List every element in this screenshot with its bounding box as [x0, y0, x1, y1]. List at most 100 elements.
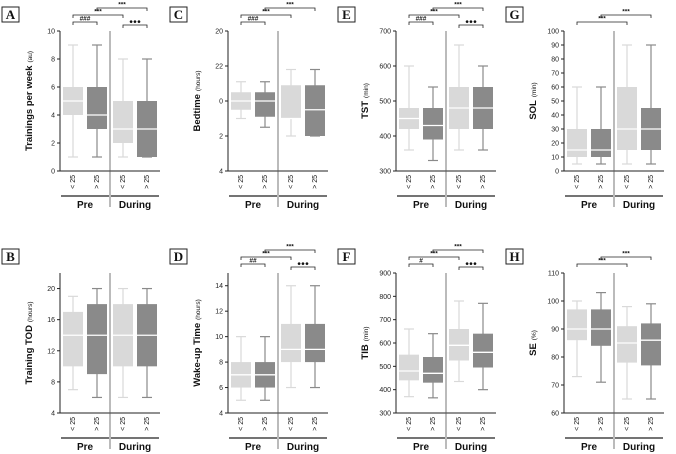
significance-label: *** [454, 2, 462, 9]
box-during-over-25 [641, 44, 661, 165]
bracket-line [72, 14, 124, 18]
box-during-under-25 [113, 287, 133, 399]
box-iqr [305, 323, 325, 363]
y-tick-label: 4 [51, 411, 55, 418]
y-axis-title: SOL [528, 100, 539, 120]
box-pre-under-25 [63, 295, 83, 391]
group-label-pre: Pre [413, 442, 430, 453]
y-axis-unit: (%) [531, 330, 538, 340]
box-iqr [473, 333, 493, 368]
significance-bracket: *** [96, 2, 148, 11]
x-category-label: < 25 [574, 417, 581, 431]
y-tick-label: 700 [379, 29, 391, 36]
panel-letter-box [337, 6, 356, 23]
significance-label: *** [622, 9, 630, 16]
y-tick-label: 80 [551, 355, 559, 362]
panel-letter: C [174, 7, 183, 22]
y-tick-label: 60 [551, 85, 559, 92]
panel-letter-box [169, 6, 188, 23]
box-pre-over-25 [591, 86, 611, 165]
box-during-over-25 [137, 58, 157, 158]
x-category-label: < 25 [70, 417, 77, 431]
y-axis-title: SE [528, 343, 539, 356]
box-iqr [617, 87, 637, 150]
bracket-line [600, 14, 652, 18]
y-axis-unit: (min) [363, 326, 370, 341]
panel-letter: D [174, 249, 183, 264]
bracket-line [240, 263, 266, 267]
box-pre-over-25 [255, 336, 275, 401]
y-tick-label: 8 [51, 379, 55, 386]
significance-label: ## [249, 258, 257, 265]
y-axis-unit: (hours) [195, 70, 202, 91]
significance-label: *** [286, 244, 294, 251]
x-category-label: < 25 [120, 417, 127, 431]
y-tick-label: 8 [219, 360, 223, 367]
significance-bracket: *** [600, 9, 652, 18]
y-axis-label: TIB (min) [360, 326, 371, 359]
y-tick-label: 12 [215, 309, 223, 316]
y-tick-label: 800 [379, 294, 391, 301]
panel-b: B Training TOD (hours) 4 8 12 16 20 < 25 > 25 < 25… [1, 248, 160, 453]
box-iqr [423, 108, 443, 140]
significance-bracket: *** [72, 9, 124, 18]
x-category-label: > 25 [598, 417, 605, 431]
y-tick-label: 10 [551, 155, 559, 162]
panel-letter: E [342, 7, 351, 22]
significance-label: ### [416, 16, 427, 23]
box-pre-under-25 [567, 300, 587, 378]
y-axis-label: Training TOD (hours) [24, 301, 35, 384]
significance-bracket: # [408, 258, 434, 267]
significance-bracket: *** [240, 9, 292, 18]
box-iqr [305, 85, 325, 136]
panel-d: D Wake-up Time (hours) 4 6 8 10 12 14 < 25 > 25 < 2… [169, 244, 328, 453]
y-axis-unit: (au) [27, 51, 34, 63]
y-axis-title: TST [360, 101, 371, 119]
significance-label: *** [622, 251, 630, 258]
significance-label: *** [430, 251, 438, 258]
y-axis-label: Wake-up Time (hours) [192, 299, 203, 386]
bracket-line [290, 266, 316, 270]
y-tick-label: 0 [555, 169, 559, 176]
significance-label: *** [94, 9, 102, 16]
box-iqr [591, 129, 611, 157]
significance-label: *** [598, 258, 606, 265]
box-pre-over-25 [87, 287, 107, 399]
y-tick-label: 2 [219, 134, 223, 141]
group-label-pre: Pre [581, 442, 598, 453]
x-category-label: < 25 [406, 417, 413, 431]
group-label-pre: Pre [245, 200, 262, 211]
box-during-over-25 [473, 302, 493, 391]
box-iqr [399, 354, 419, 381]
group-label-pre: Pre [77, 442, 94, 453]
box-during-over-25 [137, 287, 157, 399]
group-label-during: During [623, 442, 655, 453]
significance-label: ●●● [465, 261, 477, 268]
panel-g: G SOL (min) 0 10 20 30 40 50 60 70 80 90 100 < 25 > 25 <… [505, 6, 664, 211]
significance-bracket: *** [408, 251, 460, 260]
y-tick-label: 6 [51, 85, 55, 92]
y-axis-title: Trainings per week [24, 65, 35, 151]
y-tick-label: 400 [379, 134, 391, 141]
x-category-label: < 25 [70, 175, 77, 189]
significance-bracket: *** [600, 251, 652, 260]
group-label-during: During [119, 200, 151, 211]
box-iqr [281, 85, 301, 119]
box-iqr [641, 323, 661, 366]
y-axis-label: SOL (min) [528, 82, 539, 119]
y-tick-label: 600 [379, 341, 391, 348]
group-label-pre: Pre [77, 200, 94, 211]
significance-bracket: ●●● [458, 261, 484, 270]
panel-letter: H [509, 249, 519, 264]
significance-bracket: *** [576, 16, 628, 25]
x-category-label: > 25 [648, 417, 655, 431]
y-tick-label: 700 [379, 317, 391, 324]
bracket-line [264, 249, 316, 253]
bracket-line [122, 24, 148, 28]
x-category-label: < 25 [624, 417, 631, 431]
panel-f: F TIB (min) 300 400 500 600 700 800 900 < 25 > 25 < … [337, 244, 496, 453]
y-axis-title: TIB [360, 344, 371, 359]
significance-bracket: *** [432, 244, 484, 253]
panel-letter: A [6, 7, 16, 22]
